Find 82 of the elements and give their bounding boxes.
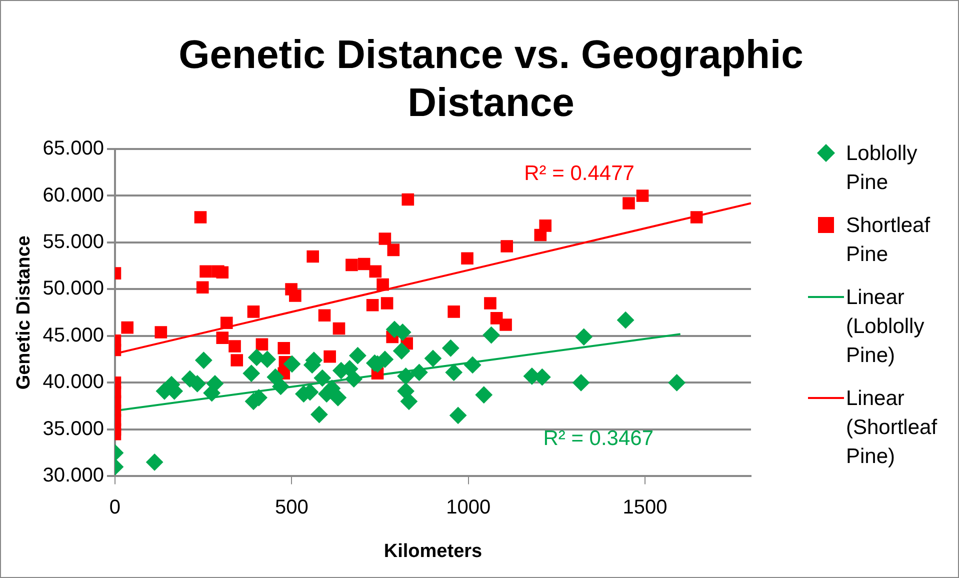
y-tick-label: 30.000 [42,464,104,487]
point [310,406,328,423]
point [442,340,460,357]
x-axis-title: Kilometers [384,540,482,562]
point [346,258,358,272]
annotation: R² = 0.4477 [524,162,634,185]
point [387,244,400,256]
point [329,389,346,406]
point [146,454,164,471]
point [539,220,552,232]
point [256,338,268,351]
point [500,240,513,252]
point [242,364,260,382]
point [450,406,467,424]
point [445,364,462,381]
x-tick-label: 1500 [622,496,668,519]
point [397,368,414,385]
point [332,322,346,335]
point [216,266,229,279]
legend-label: Shortleaf Pine [846,213,932,268]
point [636,190,649,202]
y-tick-label: 60.000 [42,184,104,206]
point [690,211,703,224]
point [284,356,300,373]
point [220,316,233,330]
point [410,364,428,381]
point [200,265,212,278]
x-tick-label: 500 [274,496,308,519]
x-tick-label: 0 [109,496,121,519]
point [376,278,389,291]
point [366,298,379,312]
point [461,252,474,265]
point [196,281,209,294]
point [464,356,482,374]
point [349,347,366,364]
point [668,374,686,392]
y-tick-label: 55.000 [42,231,104,253]
y-axis-title: Genetic Distance [14,236,35,390]
point [195,352,212,369]
point [400,392,418,410]
point [393,342,410,360]
point [289,290,302,302]
point [622,197,635,210]
y-tick-label: 50.000 [42,278,104,300]
y-tick-label: 40.000 [42,371,104,394]
point [345,370,362,388]
point [484,297,496,310]
point [230,354,244,366]
point [424,350,442,367]
point [216,332,229,344]
annotation: R² = 0.3467 [543,426,654,450]
chart-title: Genetic Distance vs. Geographic Distance [178,32,804,127]
point [314,370,331,387]
point [448,306,460,318]
legend-label: Linear (Shortleaf Pine) [846,386,938,470]
point [278,342,290,354]
point [247,306,260,318]
point [575,328,592,346]
x-tick-label: 1000 [446,496,491,519]
point [572,374,590,392]
point [272,378,290,395]
point [194,211,207,224]
point [324,350,336,363]
point [306,250,320,263]
point [121,321,134,334]
point [380,297,394,310]
point [154,326,168,338]
y-tick-label: 35.000 [42,418,104,440]
point [475,386,492,404]
point [378,232,392,245]
point [482,326,500,344]
point [358,258,370,270]
legend-label: Linear (Loblolly Pine) [846,285,926,369]
point [369,265,382,278]
y-tick-label: 45.000 [42,324,104,346]
point [318,309,331,322]
point [617,312,634,329]
point [500,318,512,331]
legend-label: Loblolly Pine [846,141,918,196]
y-tick-label: 65.000 [42,138,104,160]
point [228,340,241,352]
point [402,193,414,206]
